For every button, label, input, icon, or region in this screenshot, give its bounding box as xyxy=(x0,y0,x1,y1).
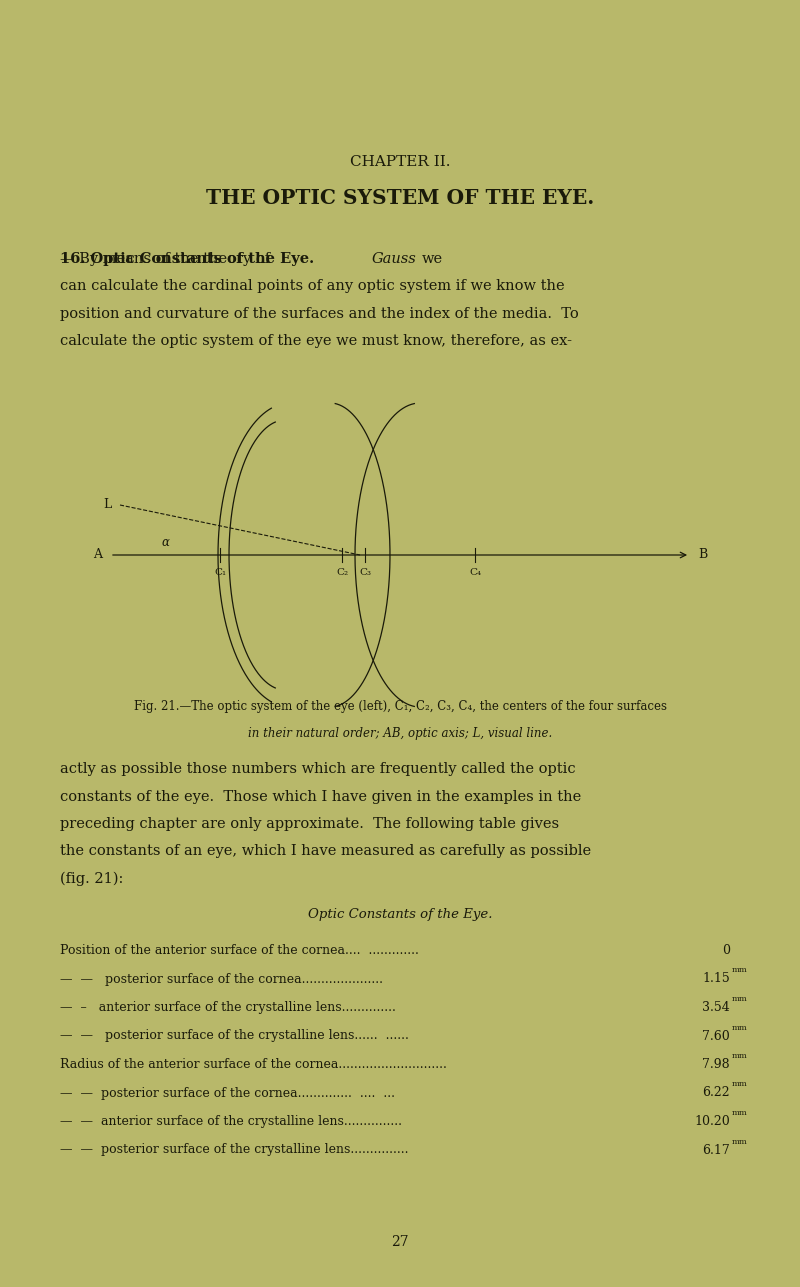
Text: mm: mm xyxy=(732,1081,748,1089)
Text: mm: mm xyxy=(732,1109,748,1117)
Text: mm: mm xyxy=(732,1138,748,1145)
Text: α: α xyxy=(161,535,169,548)
Text: 7.60: 7.60 xyxy=(702,1030,730,1042)
Text: —  –   anterior surface of the crystalline lens..............: — – anterior surface of the crystalline … xyxy=(60,1001,396,1014)
Text: in their natural order; AB, optic axis; L, visual line.: in their natural order; AB, optic axis; … xyxy=(248,727,552,740)
Text: calculate the optic system of the eye we must know, therefore, as ex-: calculate the optic system of the eye we… xyxy=(60,335,572,349)
Text: Radius of the anterior surface of the cornea............................: Radius of the anterior surface of the co… xyxy=(60,1058,447,1071)
Text: constants of the eye.  Those which I have given in the examples in the: constants of the eye. Those which I have… xyxy=(60,789,582,803)
Text: Optic Constants of the Eye.: Optic Constants of the Eye. xyxy=(308,909,492,921)
Text: mm: mm xyxy=(732,995,748,1003)
Text: 6.22: 6.22 xyxy=(702,1086,730,1099)
Text: mm: mm xyxy=(732,967,748,974)
Text: we: we xyxy=(422,252,443,266)
Text: C₃: C₃ xyxy=(359,568,371,577)
Text: A: A xyxy=(93,548,102,561)
Text: position and curvature of the surfaces and the index of the media.  To: position and curvature of the surfaces a… xyxy=(60,308,578,320)
Text: L: L xyxy=(104,498,112,511)
Text: 0: 0 xyxy=(722,943,730,958)
Text: —  —   posterior surface of the crystalline lens......  ......: — — posterior surface of the crystalline… xyxy=(60,1030,409,1042)
Text: — By means of the theory of: — By means of the theory of xyxy=(60,252,274,266)
Text: the constants of an eye, which I have measured as carefully as possible: the constants of an eye, which I have me… xyxy=(60,844,591,858)
Text: THE OPTIC SYSTEM OF THE EYE.: THE OPTIC SYSTEM OF THE EYE. xyxy=(206,188,594,208)
Text: preceding chapter are only approximate.  The following table gives: preceding chapter are only approximate. … xyxy=(60,817,559,831)
Text: can calculate the cardinal points of any optic system if we know the: can calculate the cardinal points of any… xyxy=(60,279,565,293)
Text: B: B xyxy=(698,548,707,561)
Text: CHAPTER II.: CHAPTER II. xyxy=(350,154,450,169)
Text: —  —   posterior surface of the cornea.....................: — — posterior surface of the cornea.....… xyxy=(60,973,383,986)
Text: actly as possible those numbers which are frequently called the optic: actly as possible those numbers which ar… xyxy=(60,762,576,776)
Text: (fig. 21):: (fig. 21): xyxy=(60,873,123,887)
Text: 27: 27 xyxy=(391,1236,409,1248)
Text: 3.54: 3.54 xyxy=(702,1001,730,1014)
Text: Gauss: Gauss xyxy=(372,252,417,266)
Text: mm: mm xyxy=(732,1023,748,1031)
Text: Position of the anterior surface of the cornea....  .............: Position of the anterior surface of the … xyxy=(60,943,419,958)
Text: 10.20: 10.20 xyxy=(694,1115,730,1127)
Text: C₄: C₄ xyxy=(469,568,481,577)
Text: —  —  posterior surface of the cornea..............  ....  ...: — — posterior surface of the cornea.....… xyxy=(60,1086,395,1099)
Text: 1.15: 1.15 xyxy=(702,973,730,986)
Text: 7.98: 7.98 xyxy=(702,1058,730,1071)
Text: mm: mm xyxy=(732,1051,748,1060)
Text: 16. Optic Constants of the Eye.: 16. Optic Constants of the Eye. xyxy=(60,252,314,266)
Text: 6.17: 6.17 xyxy=(702,1144,730,1157)
Text: C₁: C₁ xyxy=(214,568,226,577)
Text: —  —  posterior surface of the crystalline lens...............: — — posterior surface of the crystalline… xyxy=(60,1144,409,1157)
Text: C₂: C₂ xyxy=(336,568,348,577)
Text: Fig. 21.—The optic system of the eye (left), C₁, C₂, C₃, C₄, the centers of the : Fig. 21.—The optic system of the eye (le… xyxy=(134,700,666,713)
Text: —  —  anterior surface of the crystalline lens...............: — — anterior surface of the crystalline … xyxy=(60,1115,402,1127)
